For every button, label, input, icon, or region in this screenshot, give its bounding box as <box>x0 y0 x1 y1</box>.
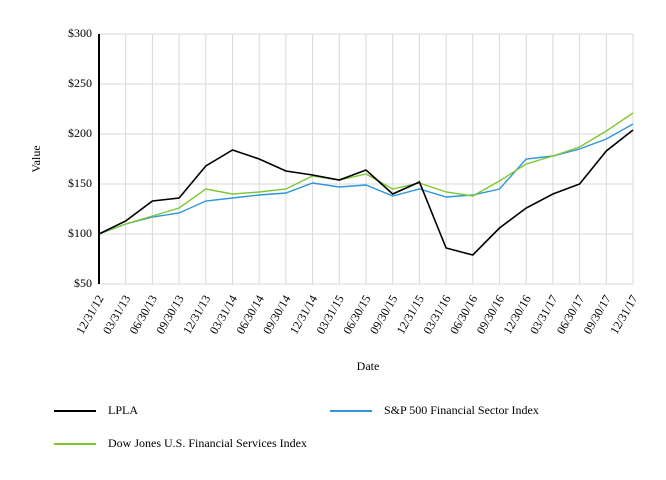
x-axis-label: Date <box>357 359 380 373</box>
y-tick-label: $250 <box>68 76 92 90</box>
legend-label: Dow Jones U.S. Financial Services Index <box>108 436 307 450</box>
legend-swatch <box>54 409 96 412</box>
y-axis-label: Value <box>29 145 43 172</box>
series-line-2 <box>98 112 634 235</box>
series-line-1 <box>98 123 634 235</box>
legend-item-sp500: S&P 500 Financial Sector Index <box>330 403 539 418</box>
series-line-0 <box>98 129 634 256</box>
line-chart: $50$100$150$200$250$30012/31/1203/31/130… <box>29 26 641 373</box>
y-tick-label: $300 <box>68 26 92 40</box>
legend-swatch <box>54 442 96 445</box>
legend-label: LPLA <box>108 403 138 417</box>
legend-swatch <box>330 409 372 412</box>
y-tick-label: $50 <box>74 276 92 290</box>
y-tick-label: $100 <box>68 226 92 240</box>
y-tick-label: $200 <box>68 126 92 140</box>
legend-item-lpla: LPLA <box>54 403 138 418</box>
y-tick-label: $150 <box>68 176 92 190</box>
legend-item-dowjones: Dow Jones U.S. Financial Services Index <box>54 436 307 451</box>
legend-label: S&P 500 Financial Sector Index <box>384 403 539 417</box>
